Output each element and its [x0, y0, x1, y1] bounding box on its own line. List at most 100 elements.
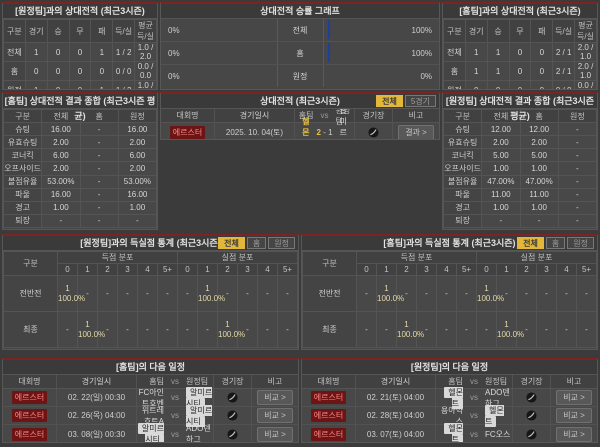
cell-all: 1.00: [41, 200, 81, 215]
cell-all: 47.00%: [481, 174, 521, 189]
col-header: 1: [496, 263, 517, 276]
row-label: 볼점유율: [443, 174, 483, 189]
result-button[interactable]: 결과 >: [398, 124, 434, 139]
match-datetime: 02. 26(목) 04:00: [57, 407, 137, 424]
col-header-stadium: 경기장: [214, 375, 252, 388]
table-row: 코너킥 6.00-6.00: [3, 148, 157, 163]
cell-g0: -: [356, 311, 377, 348]
cell-all: -: [41, 213, 81, 229]
col-header-note: 비고: [408, 111, 424, 120]
compare-button[interactable]: 비교 >: [556, 408, 592, 423]
compare-button[interactable]: 비교 >: [556, 390, 592, 405]
h2h-table-header: 대회명 경기일시 홈팀 vs 원정팀 경기장 비고: [161, 106, 439, 126]
row-label: 원정: [443, 80, 466, 89]
cell-away: -: [557, 187, 597, 202]
cell-away: -: [557, 148, 597, 163]
row-label: 전체: [3, 42, 26, 62]
cell-c5: -: [576, 275, 597, 312]
cell-g2: -: [97, 275, 118, 312]
home-team-name: 위트레흐트A: [141, 405, 164, 426]
graph-row: 0% 원정 0%: [161, 65, 439, 87]
col-header: 승: [486, 19, 510, 43]
row-label: 최종: [302, 311, 357, 348]
col-header-stadium: 경기장: [513, 375, 551, 388]
panel-home-schedule: [홈팀]의 다음 일정 대회명 경기일시 홈팀 vs 원정팀 경기장 비고 에르…: [2, 358, 299, 443]
tab-all[interactable]: 전체: [376, 95, 403, 107]
col-header-league: 대회명: [3, 375, 57, 388]
tab-all[interactable]: 전체: [218, 237, 245, 249]
col-header: 5+: [456, 263, 477, 276]
table-row: 퇴장 - - -: [443, 213, 597, 229]
cell-g5: -: [456, 311, 477, 348]
cell-c4: -: [257, 311, 278, 348]
cell-home: -: [79, 121, 119, 137]
cell-draw: 0: [68, 42, 92, 62]
row-label: 홈: [443, 61, 466, 81]
cell-lose: 0: [530, 61, 554, 81]
col-header: 3: [536, 263, 557, 276]
cell-home: -: [79, 187, 119, 202]
tab-5games[interactable]: 5경기: [404, 95, 436, 107]
row-label: 경고: [3, 200, 43, 215]
cell-win: 0: [46, 42, 70, 62]
cell-g5: -: [157, 311, 178, 348]
league-badge: 에르스터: [11, 409, 48, 422]
compare-button[interactable]: 비교 >: [257, 390, 293, 405]
league-badge: 에르스터: [11, 427, 48, 441]
graph-row-label: 홈: [278, 42, 324, 64]
cell-all: 1.00: [481, 200, 521, 215]
row-label: 퇴장: [3, 213, 43, 229]
cell-g4: -: [436, 275, 457, 312]
panel-title: [원정팀]과의 득실점 통계 (최근3시즌): [80, 238, 221, 248]
stadium-icon[interactable]: [227, 410, 238, 421]
tab-all[interactable]: 전체: [517, 237, 544, 249]
compare-button[interactable]: 비교 >: [556, 426, 592, 442]
schedule-row: 에르스터 02. 22(일) 00:30 FC아인트호벤 vs 알미르시티 비교…: [3, 386, 298, 409]
col-header-stadium: 경기장: [355, 109, 393, 122]
cell-away: -: [557, 200, 597, 215]
vs-label: vs: [171, 429, 179, 439]
tab-away[interactable]: 원정: [567, 237, 594, 249]
compare-button[interactable]: 비교 >: [257, 426, 293, 442]
cell-g2: -: [97, 311, 118, 348]
col-header: 3: [237, 263, 258, 276]
stadium-icon[interactable]: [368, 126, 379, 138]
col-header: 0: [57, 263, 78, 276]
goals-table: 구분 득점 분포 실점 분포 0 1 2 3 4 5+ 0 1 2 3 4 5+ 전반전 1 100.…: [3, 251, 298, 348]
tab-home[interactable]: 홈: [545, 237, 566, 249]
home-team-name: 헬몬트: [302, 116, 310, 140]
cell-c2: 1 100.0%: [217, 311, 245, 348]
stadium-icon[interactable]: [227, 428, 238, 440]
cell-avg: 0.0 / 0.0: [134, 61, 157, 81]
vs-label: vs: [470, 393, 478, 402]
stadium-icon[interactable]: [526, 410, 537, 421]
col-header: 1: [77, 263, 98, 276]
compare-button[interactable]: 비교 >: [257, 408, 293, 423]
cell-lose: 1: [90, 80, 114, 89]
stadium-icon[interactable]: [526, 428, 537, 440]
cell-c0: -: [476, 311, 497, 348]
cell-c0: -: [177, 311, 198, 348]
cell-home: -: [519, 213, 559, 229]
cell-c2: -: [516, 275, 537, 312]
graph-body: 0% 전체 100% 0% 홈 100% 0% 원정 0%: [161, 19, 439, 87]
group-header-scored: 득점 분포: [57, 251, 178, 264]
stadium-icon[interactable]: [526, 392, 537, 403]
row-label: 슈팅: [3, 121, 43, 137]
cell-avg: 2.0 / 1.0: [574, 42, 597, 62]
col-header: 3: [117, 263, 138, 276]
stadium-icon[interactable]: [227, 392, 238, 403]
table-row: 경고 1.00-1.00: [3, 200, 157, 215]
row-label: 경고: [443, 200, 483, 215]
tab-away[interactable]: 원정: [268, 237, 295, 249]
tab-home[interactable]: 홈: [246, 237, 267, 249]
cell-home: 1.00: [519, 161, 559, 176]
col-header-home: 홈팀: [149, 377, 164, 386]
col-header: 0: [177, 263, 198, 276]
col-header: 5+: [157, 263, 178, 276]
row-label: 유효슈팅: [443, 135, 483, 150]
schedule-table-header: 대회명 경기일시 홈팀 vs 원정팀 경기장 비고: [3, 375, 298, 389]
cell-home: -: [79, 161, 119, 176]
cell-all: 2.00: [481, 135, 521, 150]
